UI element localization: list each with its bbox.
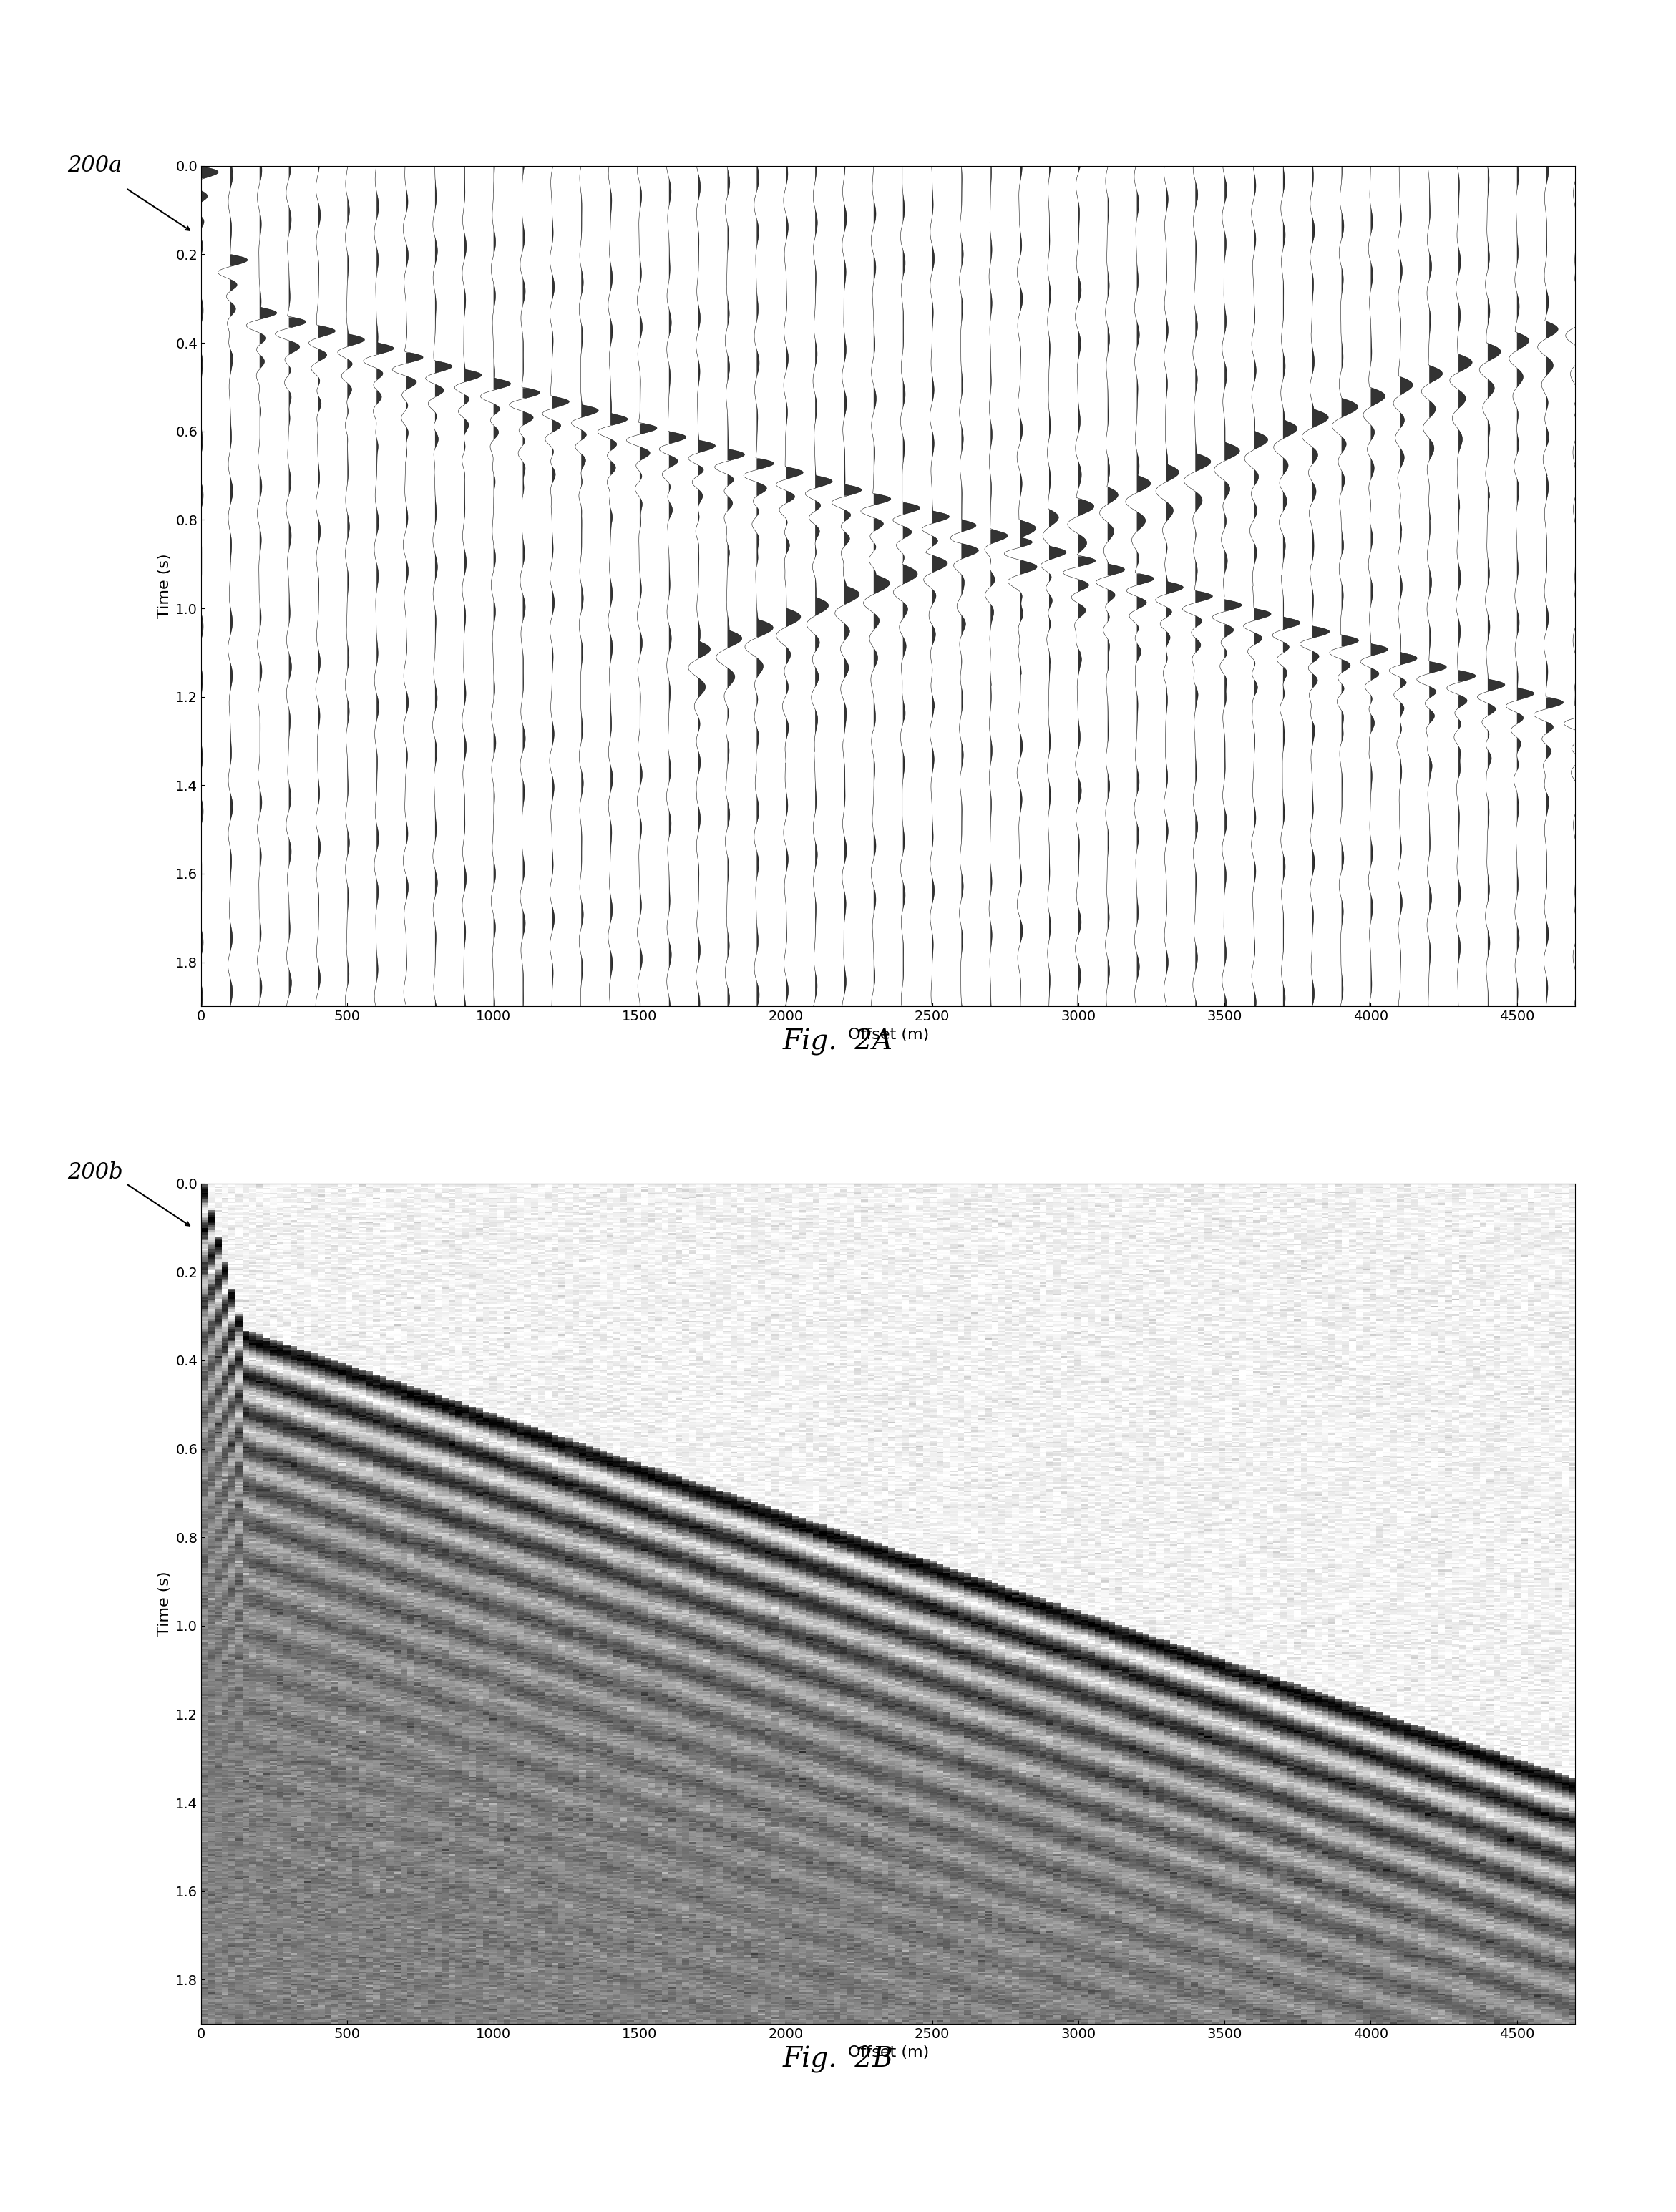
Y-axis label: Time (s): Time (s) bbox=[158, 553, 171, 619]
Text: 200a: 200a bbox=[67, 155, 122, 177]
Text: Fig.  2A: Fig. 2A bbox=[783, 1029, 893, 1055]
Y-axis label: Time (s): Time (s) bbox=[158, 1571, 171, 1637]
Text: 200b: 200b bbox=[67, 1161, 122, 1183]
X-axis label: Offset (m): Offset (m) bbox=[848, 2046, 929, 2059]
Text: Fig.  2B: Fig. 2B bbox=[783, 2046, 893, 2073]
X-axis label: Offset (m): Offset (m) bbox=[848, 1029, 929, 1042]
